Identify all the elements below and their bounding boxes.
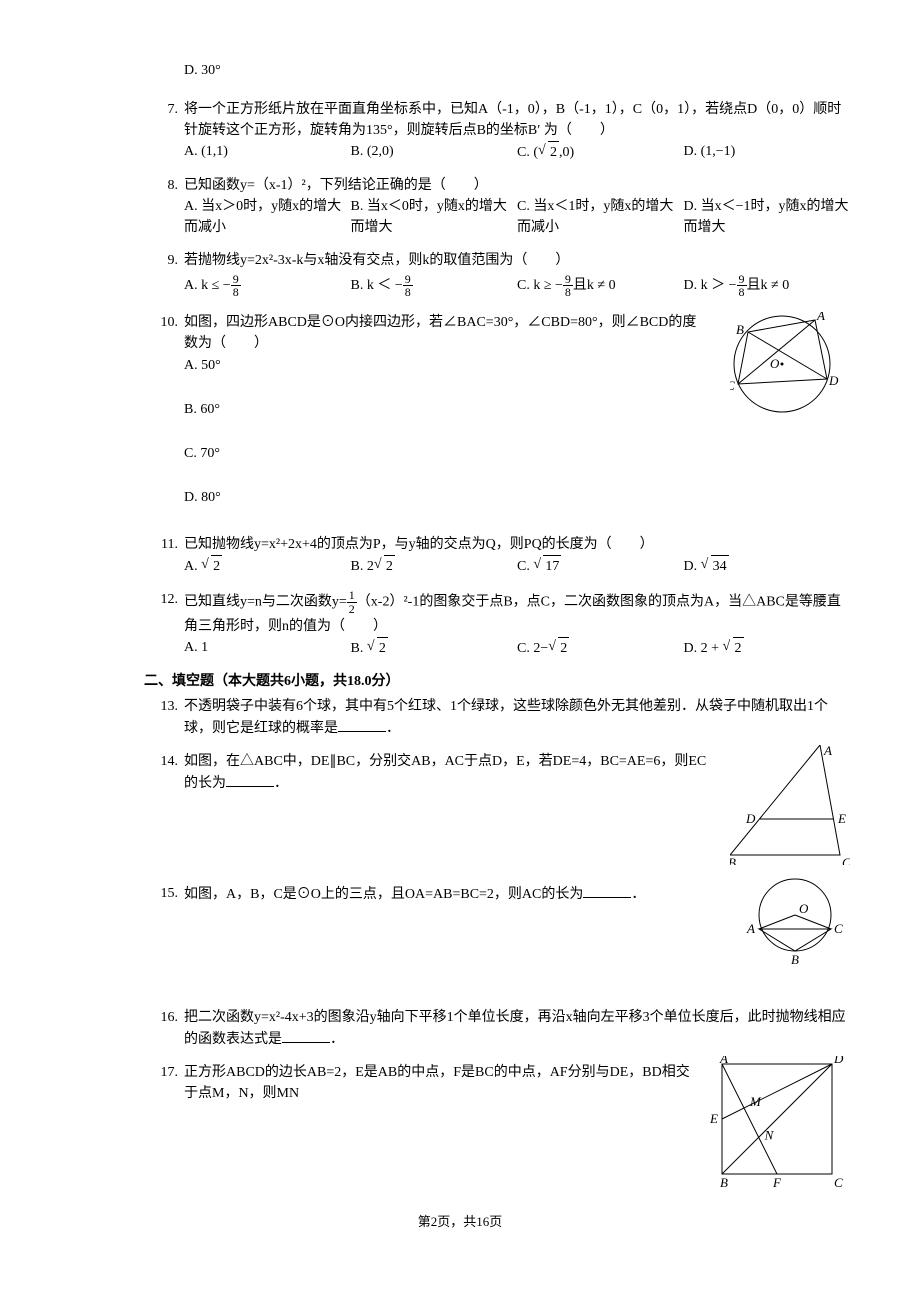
q11-opt-d: D. 34 bbox=[684, 555, 851, 577]
svg-text:C: C bbox=[730, 378, 735, 393]
q15-text: 如图，A，B，C是⊙O上的三点，且OA=AB=BC=2，则AC的长为 bbox=[184, 887, 583, 902]
q7-number: 7. bbox=[150, 99, 178, 120]
q10-opt-d: D. 80° bbox=[184, 487, 710, 508]
section-2-heading: 二、填空题（本大题共6小题，共18.0分） bbox=[70, 671, 850, 692]
q12-number: 12. bbox=[150, 589, 178, 610]
q15-number: 15. bbox=[150, 883, 178, 904]
svg-text:O: O bbox=[799, 901, 809, 916]
svg-text:C: C bbox=[834, 1175, 843, 1190]
q10-opt-b: B. 60° bbox=[184, 399, 710, 420]
svg-text:E: E bbox=[837, 811, 846, 826]
q14-figure: A B C D E bbox=[730, 745, 850, 865]
q8-number: 8. bbox=[150, 175, 178, 196]
q9-opt-b: B. k ＜ −98 bbox=[351, 271, 518, 300]
q6-opt-d: D. 30° bbox=[70, 60, 850, 81]
svg-text:B: B bbox=[736, 322, 744, 337]
svg-text:A: A bbox=[746, 921, 755, 936]
q7-opt-a: A. (1,1) bbox=[184, 141, 351, 163]
question-10: 10. 如图，四边形ABCD是⊙O内接四边形，若∠BAC=30°，∠CBD=80… bbox=[70, 312, 850, 508]
q10-figure: A B C D O bbox=[730, 312, 850, 427]
question-17: 17. 正方形ABCD的边长AB=2，E是AB的中点，F是BC的中点，AF分别与… bbox=[70, 1062, 850, 1192]
question-15: 15. 如图，A，B，C是⊙O上的三点，且OA=AB=BC=2，则AC的长为． … bbox=[70, 883, 850, 973]
q16-blank bbox=[282, 1028, 330, 1043]
q12-opt-a: A. 1 bbox=[184, 637, 351, 659]
question-12: 12. 已知直线y=n与二次函数y=12（x-2）²-1的图象交于点B，点C，二… bbox=[70, 589, 850, 658]
question-7: 7. 将一个正方形纸片放在平面直角坐标系中，已知A（-1，0），B（-1，1），… bbox=[70, 99, 850, 163]
q10-number: 10. bbox=[150, 312, 178, 333]
question-14: 14. 如图，在△ABC中，DE∥BC，分别交AB，AC于点D，E，若DE=4，… bbox=[70, 751, 850, 871]
svg-text:M: M bbox=[749, 1094, 762, 1109]
q13-number: 13. bbox=[150, 696, 178, 717]
q14-blank bbox=[226, 772, 274, 787]
svg-text:C: C bbox=[842, 855, 850, 865]
q12-opt-d: D. 2 + 2 bbox=[684, 637, 851, 659]
q8-opt-b: B. 当x＜0时，y随x的增大而增大 bbox=[351, 196, 518, 238]
q10-opt-c: C. 70° bbox=[184, 443, 710, 464]
question-8: 8. 已知函数y=（x-1）²，下列结论正确的是（ ） A. 当x＞0时，y随x… bbox=[70, 175, 850, 238]
q12-opt-b: B. 2 bbox=[351, 637, 518, 659]
svg-text:D: D bbox=[833, 1056, 844, 1066]
q7-opt-b: B. (2,0) bbox=[351, 141, 518, 163]
svg-text:D: D bbox=[745, 811, 756, 826]
q9-number: 9. bbox=[150, 250, 178, 271]
svg-text:B: B bbox=[791, 952, 799, 967]
question-13: 13. 不透明袋子中装有6个球，其中有5个红球、1个绿球，这些球除颜色外无其他差… bbox=[70, 696, 850, 739]
q7-text: 将一个正方形纸片放在平面直角坐标系中，已知A（-1，0），B（-1，1），C（0… bbox=[184, 99, 850, 141]
q7-opt-c: C. (2,0) bbox=[517, 141, 684, 163]
q9-text: 若抛物线y=2x²-3x-k与x轴没有交点，则k的取值范围为（ ） bbox=[184, 250, 850, 271]
q16-number: 16. bbox=[150, 1007, 178, 1028]
q13-blank bbox=[338, 717, 386, 732]
q8-opt-d: D. 当x＜−1时，y随x的增大而增大 bbox=[684, 196, 851, 238]
q11-number: 11. bbox=[150, 534, 178, 555]
q12-opt-c: C. 2−2 bbox=[517, 637, 684, 659]
q9-opt-d: D. k ＞ −98且k ≠ 0 bbox=[684, 271, 851, 300]
q12-text: 已知直线y=n与二次函数y=12（x-2）²-1的图象交于点B，点C，二次函数图… bbox=[184, 589, 850, 636]
question-11: 11. 已知抛物线y=x²+2x+4的顶点为P，与y轴的交点为Q，则PQ的长度为… bbox=[70, 534, 850, 577]
svg-text:B: B bbox=[720, 1175, 728, 1190]
svg-text:D: D bbox=[828, 373, 839, 388]
question-9: 9. 若抛物线y=2x²-3x-k与x轴没有交点，则k的取值范围为（ ） A. … bbox=[70, 250, 850, 300]
q9-opt-a: A. k ≤ −98 bbox=[184, 271, 351, 300]
svg-text:C: C bbox=[834, 921, 843, 936]
svg-text:N: N bbox=[764, 1127, 775, 1142]
svg-text:O: O bbox=[770, 356, 780, 371]
q11-opt-b: B. 22 bbox=[351, 555, 518, 577]
question-16: 16. 把二次函数y=x²-4x+3的图象沿y轴向下平移1个单位长度，再沿x轴向… bbox=[70, 1007, 850, 1050]
q17-number: 17. bbox=[150, 1062, 178, 1083]
q17-figure: A B C D E F M N bbox=[710, 1056, 850, 1196]
q8-opt-c: C. 当x＜1时，y随x的增大而减小 bbox=[517, 196, 684, 238]
q9-opt-c: C. k ≥ −98且k ≠ 0 bbox=[517, 271, 684, 300]
svg-text:A: A bbox=[816, 312, 825, 323]
q7-opt-d: D. (1,−1) bbox=[684, 141, 851, 163]
q11-text: 已知抛物线y=x²+2x+4的顶点为P，与y轴的交点为Q，则PQ的长度为（ ） bbox=[184, 534, 850, 555]
svg-text:F: F bbox=[772, 1175, 782, 1190]
q8-text: 已知函数y=（x-1）²，下列结论正确的是（ ） bbox=[184, 175, 850, 196]
svg-text:E: E bbox=[710, 1111, 718, 1126]
q8-opt-a: A. 当x＞0时，y随x的增大而减小 bbox=[184, 196, 351, 238]
q14-number: 14. bbox=[150, 751, 178, 772]
q10-opt-a: A. 50° bbox=[184, 355, 710, 376]
svg-text:A: A bbox=[719, 1056, 728, 1066]
q11-opt-a: A. 2 bbox=[184, 555, 351, 577]
q17-text: 正方形ABCD的边长AB=2，E是AB的中点，F是BC的中点，AF分别与DE，B… bbox=[184, 1065, 690, 1101]
q15-figure: A B C O bbox=[745, 877, 850, 967]
q13-text: 不透明袋子中装有6个球，其中有5个红球、1个绿球，这些球除颜色外无其他差别．从袋… bbox=[184, 699, 828, 736]
svg-text:A: A bbox=[823, 745, 832, 758]
page-footer: 第2页，共16页 bbox=[70, 1212, 850, 1232]
q15-blank bbox=[583, 883, 631, 898]
svg-text:B: B bbox=[730, 855, 736, 865]
q11-opt-c: C. 17 bbox=[517, 555, 684, 577]
